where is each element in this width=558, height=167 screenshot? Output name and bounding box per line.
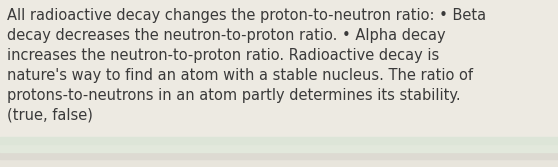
Bar — [0, 137, 558, 144]
Text: All radioactive decay changes the proton-to-neutron ratio: • Beta
decay decrease: All radioactive decay changes the proton… — [7, 8, 487, 123]
Bar — [0, 144, 558, 152]
Bar — [0, 152, 558, 159]
Bar — [0, 159, 558, 167]
